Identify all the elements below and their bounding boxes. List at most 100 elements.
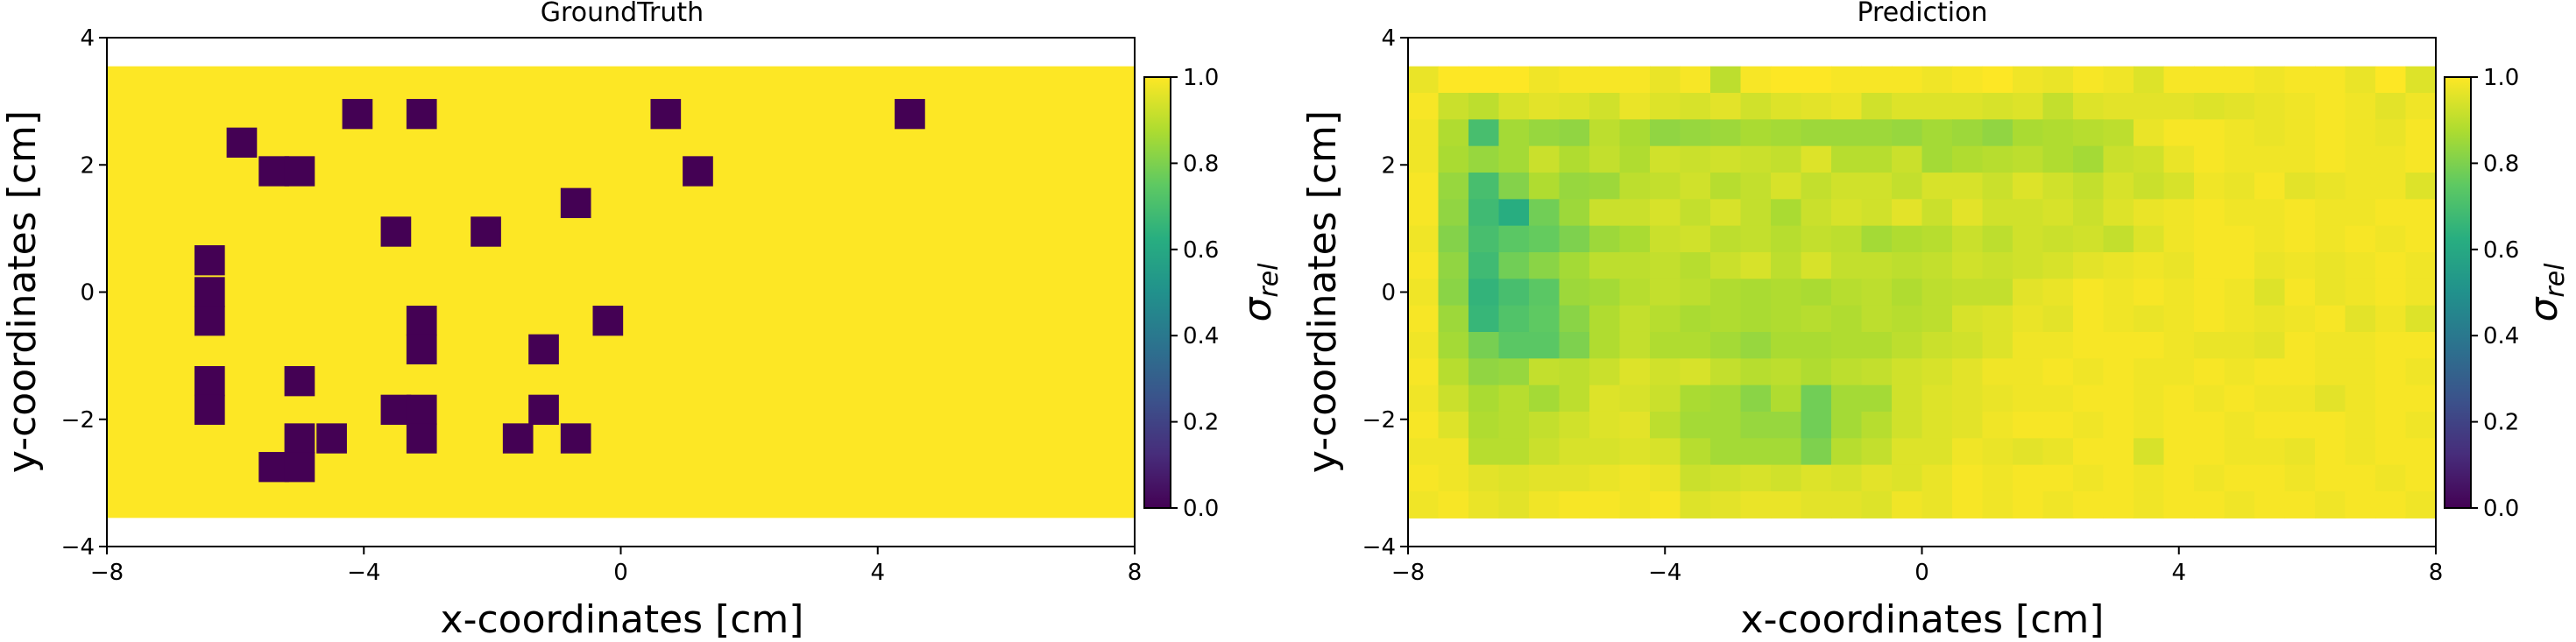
heatmap-cell xyxy=(1529,199,1560,227)
heatmap-cell xyxy=(2345,384,2376,413)
heatmap-cell xyxy=(2103,490,2134,519)
heatmap-cell xyxy=(1619,411,1651,439)
heatmap-cell xyxy=(1982,358,2013,386)
heatmap-cell xyxy=(1831,145,1863,173)
heatmap-cell xyxy=(1710,464,1742,492)
heatmap-cell xyxy=(1438,279,1469,307)
heatmap-cell xyxy=(2163,119,2195,147)
heatmap-cell xyxy=(1438,305,1469,333)
heatmap-cell xyxy=(2194,331,2226,359)
heatmap-cell xyxy=(1650,438,1681,466)
heatmap-cell xyxy=(2163,411,2195,439)
heatmap-cell xyxy=(1438,173,1469,200)
heatmap-cell xyxy=(560,423,591,454)
heatmap-cell xyxy=(1650,411,1681,439)
heatmap-cell xyxy=(1468,66,1500,94)
colorbar-tick-label: 0.2 xyxy=(2483,410,2519,436)
heatmap-cell xyxy=(2013,93,2044,120)
heatmap-cell xyxy=(1408,490,1440,519)
heatmap-cell xyxy=(1831,464,1863,492)
heatmap-cell xyxy=(1861,225,1893,253)
heatmap-cell xyxy=(2284,145,2316,173)
heatmap-cell xyxy=(1589,490,1621,519)
heatmap-cell xyxy=(2345,199,2376,227)
heatmap-cell xyxy=(2375,438,2407,466)
heatmap-cell xyxy=(2375,225,2407,253)
heatmap-cell xyxy=(1408,279,1440,307)
heatmap-cell xyxy=(2315,93,2346,120)
heatmap-cell xyxy=(2375,384,2407,413)
heatmap-cell xyxy=(1680,384,1711,413)
heatmap-cell xyxy=(2315,490,2346,519)
heatmap-cell xyxy=(2345,93,2376,120)
heatmap-cell xyxy=(2073,305,2105,333)
heatmap-cell xyxy=(2315,464,2346,492)
heatmap-cell xyxy=(2103,411,2134,439)
heatmap-cell xyxy=(1498,119,1530,147)
heatmap-cell xyxy=(2254,252,2286,279)
heatmap-cell xyxy=(2042,384,2074,413)
heatmap-cell xyxy=(2375,464,2407,492)
heatmap-cell xyxy=(1498,384,1530,413)
colorbar-tick-label: 0.2 xyxy=(1183,410,1219,436)
heatmap-cell xyxy=(2315,225,2346,253)
heatmap-cell xyxy=(1408,66,1440,94)
y-tick-label: −2 xyxy=(1362,407,1396,434)
heatmap-cell xyxy=(2375,66,2407,94)
heatmap-cell xyxy=(1982,225,2013,253)
heatmap-cell xyxy=(1771,490,1802,519)
heatmap-cell xyxy=(258,156,289,187)
heatmap-cell xyxy=(1801,225,1832,253)
heatmap-cell xyxy=(380,394,412,426)
heatmap-cell xyxy=(1982,384,2013,413)
heatmap-cell xyxy=(2405,464,2437,492)
heatmap-cell xyxy=(1740,199,1772,227)
heatmap-cell xyxy=(1559,66,1590,94)
heatmap-cell xyxy=(2163,93,2195,120)
y-tick-label: −4 xyxy=(1362,534,1396,561)
heatmap-cell xyxy=(2134,438,2165,466)
heatmap-cell xyxy=(284,423,315,454)
heatmap-cell xyxy=(1680,305,1711,333)
heatmap-cell xyxy=(1801,464,1832,492)
heatmap-cell xyxy=(2134,384,2165,413)
heatmap-cell xyxy=(2194,93,2226,120)
heatmap-cell xyxy=(1468,173,1500,200)
heatmap-cell xyxy=(1680,199,1711,227)
heatmap-cell xyxy=(1468,93,1500,120)
heatmap-cell xyxy=(2163,66,2195,94)
heatmap-cell xyxy=(1952,252,1984,279)
heatmap-cell xyxy=(1831,438,1863,466)
heatmap-cell xyxy=(2405,252,2437,279)
heatmap-cell xyxy=(1468,438,1500,466)
heatmap-cell xyxy=(1438,358,1469,386)
heatmap-cell xyxy=(2103,252,2134,279)
heatmap-cell xyxy=(1408,331,1440,359)
heatmap-cell xyxy=(528,334,559,365)
heatmap-cell xyxy=(2284,252,2316,279)
heatmap-cell xyxy=(1921,199,1953,227)
y-tick-label: 4 xyxy=(80,25,95,52)
heatmap-cell xyxy=(406,423,437,454)
heatmap-cell xyxy=(1619,199,1651,227)
heatmap-cell xyxy=(2224,438,2255,466)
heatmap-cell xyxy=(2224,66,2255,94)
heatmap-cell xyxy=(1801,384,1832,413)
heatmap-cell xyxy=(502,423,534,454)
heatmap-cell xyxy=(1650,199,1681,227)
heatmap-cell xyxy=(1650,252,1681,279)
heatmap-cell xyxy=(1952,490,1984,519)
heatmap-cell xyxy=(1589,66,1621,94)
heatmap-cell xyxy=(2254,199,2286,227)
heatmap-cell xyxy=(2284,490,2316,519)
heatmap-cell xyxy=(2013,225,2044,253)
heatmap-cell xyxy=(1408,119,1440,147)
heatmap-cell xyxy=(2134,93,2165,120)
heatmap-cell xyxy=(2315,305,2346,333)
heatmap-cell xyxy=(1408,225,1440,253)
heatmap-cell xyxy=(1529,490,1560,519)
heatmap-cell xyxy=(1861,331,1893,359)
heatmap-cell xyxy=(1982,173,2013,200)
heatmap-cell xyxy=(1831,199,1863,227)
heatmap-cell xyxy=(1710,199,1742,227)
